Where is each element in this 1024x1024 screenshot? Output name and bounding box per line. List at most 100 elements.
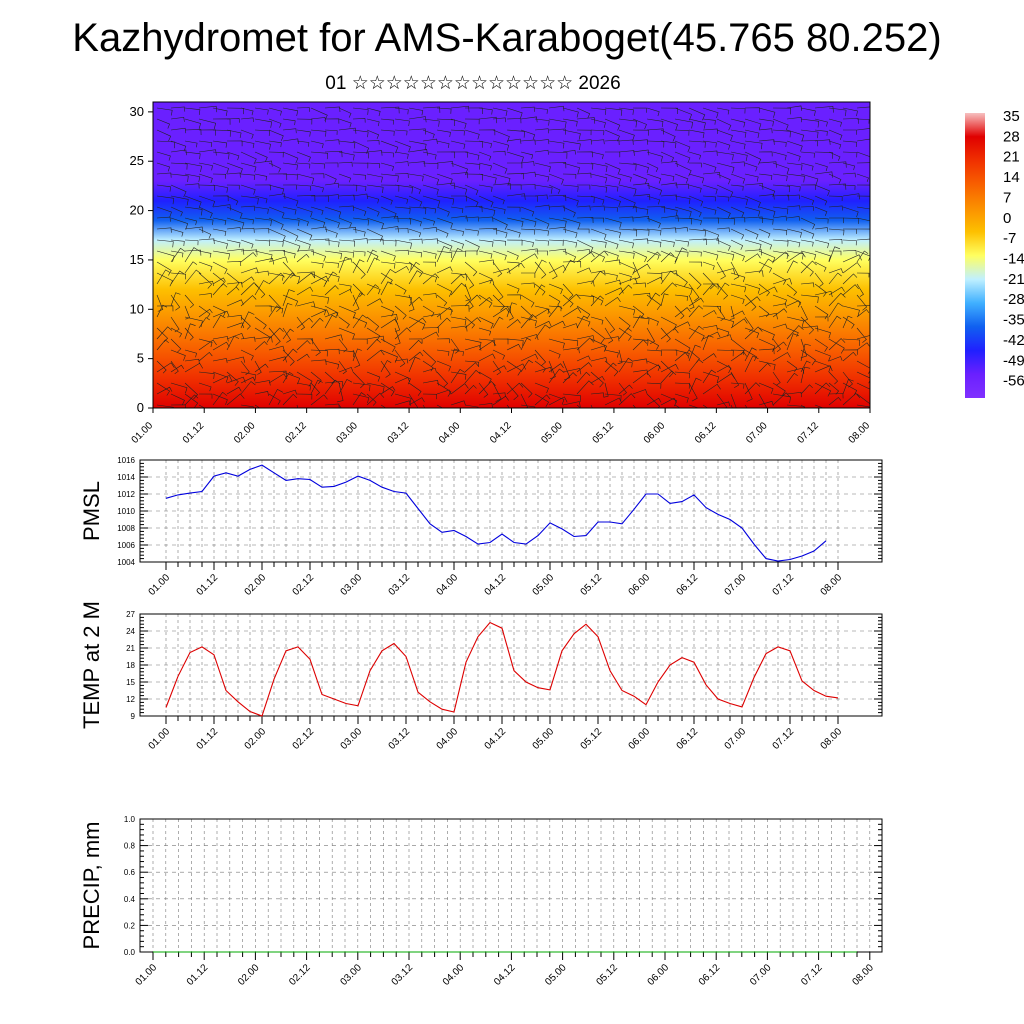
wind-barb	[828, 292, 846, 307]
wind-barb	[478, 353, 496, 362]
wind-barb	[800, 217, 816, 230]
wind-barb	[268, 256, 288, 263]
wind-barb	[842, 206, 859, 218]
wind-barb	[856, 217, 870, 222]
wind-barb	[716, 365, 732, 373]
wind-barb	[156, 206, 172, 218]
wind-barb	[226, 118, 240, 123]
wind-barb	[590, 173, 608, 184]
wind-barb	[254, 283, 266, 299]
wind-barb	[506, 319, 521, 329]
wind-barb	[324, 379, 341, 395]
y-tick-label: 1004	[117, 558, 135, 567]
wind-barb	[380, 382, 395, 397]
wind-barb	[814, 327, 831, 339]
wind-barb	[394, 358, 409, 364]
wind-barb	[702, 238, 720, 245]
y-tick-label: 5	[137, 351, 144, 366]
wind-barb	[716, 334, 732, 340]
wind-barb	[394, 349, 406, 368]
wind-barb	[296, 286, 314, 296]
wind-barb	[828, 315, 842, 329]
wind-barb	[338, 256, 351, 274]
wind-barb	[506, 338, 524, 347]
wind-barb	[380, 261, 396, 269]
wind-barb	[436, 294, 448, 307]
wind-barb	[660, 370, 677, 384]
wind-barb	[184, 269, 202, 285]
x-tick-label: 03.00	[338, 962, 364, 988]
wind-barb	[198, 280, 214, 287]
wind-barb	[562, 195, 579, 207]
x-tick-label: 05.00	[539, 420, 565, 446]
wind-barb	[310, 349, 328, 357]
wind-barb	[520, 106, 535, 112]
colorbar-label: -14	[1003, 251, 1024, 268]
wind-barb	[814, 129, 828, 136]
wind-barb	[380, 162, 394, 171]
wind-barb	[170, 360, 179, 374]
wind-barb	[254, 341, 268, 351]
wind-barb	[604, 184, 619, 192]
x-tick-label: 03.12	[386, 420, 412, 446]
wind-barb	[240, 252, 257, 263]
wind-barb	[198, 308, 213, 318]
wind-barb	[521, 272, 536, 278]
wind-barb	[506, 206, 521, 212]
wind-barb	[226, 335, 240, 351]
wind-barb	[506, 343, 521, 351]
wind-barb	[520, 206, 535, 217]
wind-barb	[758, 258, 774, 274]
wind-barb	[548, 261, 558, 280]
wind-barb	[380, 206, 397, 220]
wind-barb	[492, 316, 504, 329]
wind-barb	[212, 277, 226, 285]
wind-barb	[535, 250, 548, 256]
wind-barb	[814, 365, 833, 373]
wind-barb	[422, 367, 437, 373]
wind-barb	[814, 305, 829, 320]
wind-barb	[268, 327, 284, 340]
wind-barb	[716, 282, 730, 296]
wind-barb	[744, 296, 761, 307]
y-tick-label: 1.0	[124, 815, 136, 824]
wind-barb	[184, 261, 198, 274]
wind-barb	[674, 307, 691, 318]
wind-barb	[338, 327, 355, 340]
wind-barb	[786, 391, 802, 398]
wind-barb	[758, 139, 775, 145]
wind-barb	[506, 302, 517, 318]
wind-barb	[772, 184, 791, 193]
wind-barb	[240, 162, 257, 173]
wind-barb	[744, 140, 763, 150]
wind-barb	[324, 261, 339, 269]
wind-barb	[282, 272, 301, 283]
wind-barb	[352, 371, 365, 389]
wind-barb	[282, 349, 295, 366]
wind-barb	[310, 217, 326, 228]
x-tick-label: 06.12	[697, 962, 723, 988]
wind-barb	[688, 217, 702, 226]
wind-barb	[464, 195, 479, 208]
wind-barb	[156, 107, 173, 116]
wind-barb	[660, 282, 677, 296]
wind-barb	[464, 173, 483, 181]
wind-barb	[548, 128, 566, 135]
wind-barb	[632, 261, 641, 280]
wind-barb	[198, 393, 213, 399]
wind-barb	[184, 140, 198, 148]
wind-barb	[422, 250, 437, 259]
wind-barb	[716, 349, 734, 357]
wind-barb	[492, 107, 508, 116]
wind-barb	[366, 118, 380, 127]
wind-barb	[352, 393, 370, 404]
x-tick-label: 02.12	[283, 420, 309, 446]
wind-barb	[310, 151, 329, 160]
colorbar-label: 21	[1003, 149, 1020, 166]
wind-barb	[562, 307, 582, 318]
wind-barb	[478, 294, 493, 308]
wind-barb	[702, 184, 718, 195]
wind-barb	[282, 118, 296, 126]
wind-barb	[772, 393, 791, 404]
wind-barb	[744, 162, 758, 172]
